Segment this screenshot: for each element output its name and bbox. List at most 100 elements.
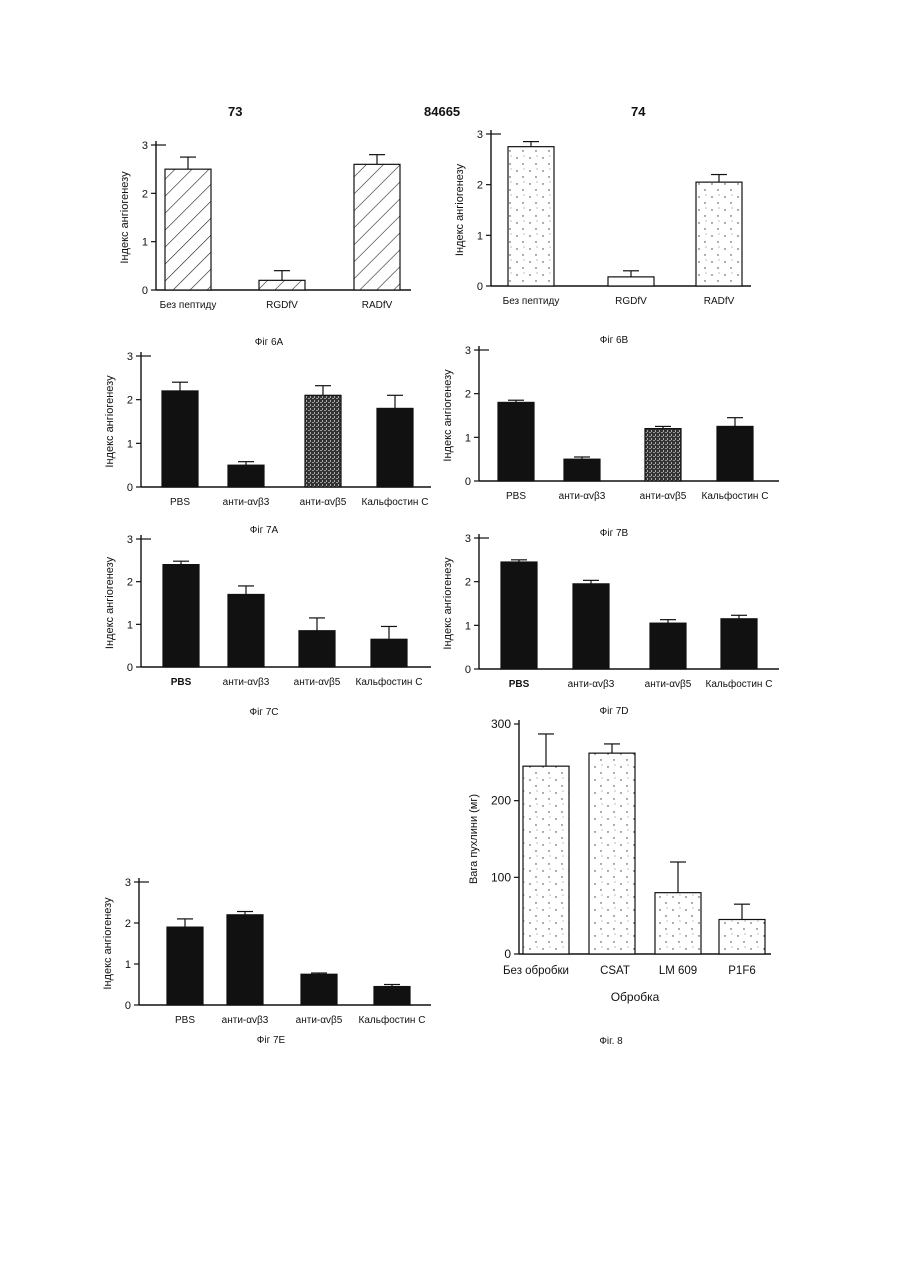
bar-4: [721, 619, 757, 669]
y-tick-label: 1: [127, 438, 133, 450]
y-tick-label: 2: [465, 577, 471, 589]
category-label-4: P1F6: [728, 965, 756, 977]
bar-2: [608, 277, 654, 286]
figure-caption: Фіг 6А: [255, 337, 284, 348]
bar-1: [165, 169, 211, 290]
y-tick-label: 3: [477, 129, 483, 141]
bar-4: [717, 426, 753, 481]
bar-1: [167, 927, 203, 1005]
category-label-4: Кальфостин С: [359, 1014, 426, 1026]
y-axis-label: Індекс ангіогенезу: [102, 897, 114, 990]
bar-2: [564, 459, 600, 481]
category-label-4: Кальфостин С: [362, 496, 429, 508]
y-tick-label: 2: [125, 918, 131, 930]
category-label-4: Кальфостин С: [702, 490, 769, 502]
category-label-2: анти-αvβ3: [222, 1015, 269, 1026]
y-tick-label: 2: [465, 389, 471, 401]
y-tick-label: 1: [125, 959, 131, 971]
y-tick-label: 0: [142, 285, 148, 297]
figure-caption: Фіг. 8: [599, 1036, 623, 1047]
y-tick-label: 0: [127, 662, 133, 674]
y-tick-label: 3: [125, 877, 131, 889]
category-label-1: Без обробки: [503, 965, 569, 977]
page-number-left: 73: [228, 104, 242, 119]
category-label-1: PBS: [171, 677, 192, 688]
y-tick-label: 1: [127, 619, 133, 631]
y-tick-label: 0: [127, 482, 133, 494]
y-tick-label: 3: [465, 533, 471, 545]
category-label-1: PBS: [175, 1015, 195, 1026]
category-label-1: PBS: [506, 491, 526, 502]
y-tick-label: 0: [504, 947, 511, 961]
y-tick-label: 3: [465, 345, 471, 357]
category-label-3: анти-αvβ5: [294, 677, 341, 688]
bar-3: [305, 395, 341, 487]
y-tick-label: 1: [477, 230, 483, 242]
bar-2: [589, 753, 635, 954]
category-label-3: анти-αvβ5: [640, 491, 687, 502]
chart-fig7c: 0123Індекс ангіогенезуPBSанти-αvβ3анти-α…: [104, 535, 434, 725]
y-tick-label: 3: [127, 534, 133, 546]
y-axis-label: Індекс ангіогенезу: [104, 556, 116, 649]
y-axis-label: Вага пухлини (мг): [468, 794, 480, 884]
bar-3: [655, 893, 701, 954]
category-label-1: Без пептиду: [160, 300, 217, 311]
category-label-3: анти-αvβ5: [645, 679, 692, 690]
bar-3: [645, 429, 681, 481]
category-label-2: RGDfV: [615, 296, 647, 307]
bar-3: [301, 974, 337, 1005]
category-label-1: PBS: [509, 679, 530, 690]
y-tick-label: 1: [142, 237, 148, 249]
category-label-2: анти-αvβ3: [559, 491, 606, 502]
y-tick-label: 1: [465, 432, 471, 444]
bar-1: [162, 391, 198, 487]
category-label-2: CSAT: [600, 965, 630, 977]
bar-4: [371, 639, 407, 667]
y-axis-label: Індекс ангіогенезу: [119, 171, 131, 264]
chart-fig7d: 0123Індекс ангіогенезуPBSанти-αvβ3анти-α…: [449, 533, 789, 723]
bar-2: [259, 280, 305, 290]
y-tick-label: 1: [465, 620, 471, 632]
y-tick-label: 0: [465, 664, 471, 676]
y-tick-label: 2: [142, 188, 148, 200]
y-tick-label: 3: [127, 351, 133, 363]
y-axis-label: Індекс ангіогенезу: [442, 557, 454, 650]
category-label-1: PBS: [170, 497, 190, 508]
bar-2: [573, 584, 609, 669]
bar-3: [650, 623, 686, 669]
chart-fig6a: 0123Індекс ангіогенезуБез пептидуRGDfVRA…: [104, 138, 434, 353]
bar-2: [227, 915, 263, 1005]
chart-fig7e: 0 1 2 3 Індекс ангіогенезу PBS анти-αvβ3 анти-α…: [104, 875, 434, 1050]
bar-3: [696, 182, 742, 286]
category-label-3: RADfV: [704, 296, 735, 307]
page-number-right: 74: [631, 104, 645, 119]
bar-2: [228, 594, 264, 667]
category-label-3: анти-αvβ5: [300, 497, 347, 508]
y-tick-label: 0: [125, 1000, 131, 1012]
bar-4: [719, 920, 765, 955]
bar-4: [377, 408, 413, 487]
y-tick-label: 2: [127, 395, 133, 407]
figure-caption: Фіг 7D: [599, 706, 628, 717]
y-tick-label: 3: [142, 140, 148, 152]
y-tick-label: 100: [491, 870, 511, 884]
y-tick-label: 0: [465, 476, 471, 488]
bar-1: [508, 147, 554, 286]
category-label-4: Кальфостин С: [706, 678, 773, 690]
category-label-1: Без пептиду: [503, 296, 560, 307]
bar-1: [501, 562, 537, 669]
chart-fig6b: 0 1 2 3 Індекс ангіогенезу Без пептиду RGDfV RA…: [449, 128, 779, 350]
y-axis-label: Індекс ангіогенезу: [454, 163, 466, 256]
category-label-3: анти-αvβ5: [296, 1015, 343, 1026]
bar-3: [299, 631, 335, 667]
category-label-2: анти-αvβ3: [223, 497, 270, 508]
y-axis-label: Індекс ангіогенезу: [442, 369, 454, 462]
y-tick-label: 2: [477, 180, 483, 192]
y-tick-label: 0: [477, 281, 483, 293]
bar-4: [374, 987, 410, 1005]
category-label-2: RGDfV: [266, 300, 298, 311]
bar-1: [523, 766, 569, 954]
category-label-3: LM 609: [659, 965, 697, 977]
y-tick-label: 200: [491, 794, 511, 808]
figure-caption: Фіг 7Е: [257, 1035, 286, 1046]
